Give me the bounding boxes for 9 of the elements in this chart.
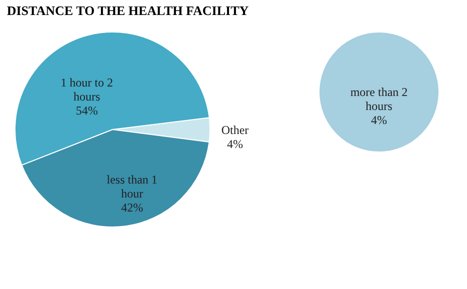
chart-title: DISTANCE TO THE HEALTH FACILITY [6, 3, 250, 18]
data-label: 54% [76, 103, 98, 118]
slice-label: Other [221, 122, 249, 137]
slice-label: less than 1 hour [106, 172, 158, 200]
slice-label: 1 hour to 2 hours [60, 75, 113, 104]
data-label: 42% [121, 200, 144, 214]
slice-label: more than 2 hours [350, 85, 408, 113]
data-label: 4% [371, 113, 387, 127]
data-label: 4% [227, 136, 243, 151]
